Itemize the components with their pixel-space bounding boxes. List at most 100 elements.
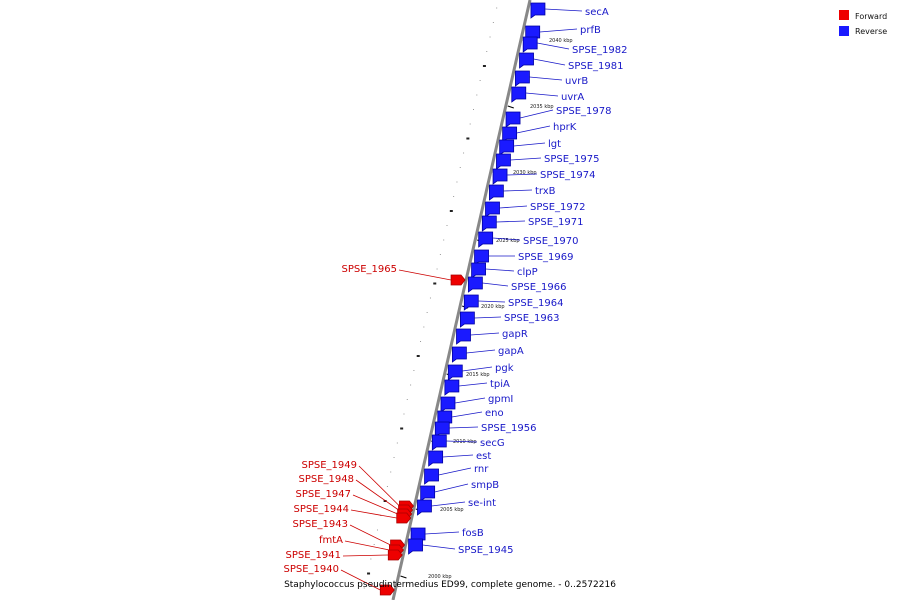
gene-tpia-feature (444, 379, 460, 396)
gene-spse-1965-feature (450, 274, 466, 286)
gene-spse-1969-feature (474, 249, 489, 266)
gene-spse-1982-feature (522, 36, 538, 53)
gene-prfb-leader (539, 28, 578, 33)
gene-spse-1965-leader (398, 269, 452, 281)
kbp-tick-label: 2030 kbp (513, 170, 537, 176)
gene-spse-1970-feature (478, 231, 494, 248)
gene-spse-1949-label: SPSE_1949 (302, 460, 358, 471)
gene-uvra-leader (525, 92, 559, 97)
gene-seca-leader (544, 8, 583, 12)
gene-spse-1971-feature (481, 215, 497, 232)
kbp-tick-label: 2005 kbp (440, 507, 464, 513)
gene-gapr-feature (456, 328, 471, 345)
gene-lgt-feature (499, 139, 515, 156)
gene-tpia-label: tpiA (490, 379, 510, 390)
genome-axis (391, 0, 532, 600)
gene-spse-1982-label: SPSE_1982 (572, 45, 628, 56)
gene-spse-1963-feature (459, 311, 475, 328)
gene-spse-1974-feature (492, 168, 508, 185)
gene-spse-1943-leader (349, 524, 391, 546)
gene-features (379, 2, 546, 596)
gene-spse-1966-label: SPSE_1966 (511, 282, 567, 293)
gene-spse-1970-leader (492, 237, 521, 241)
gene-spse-1956-feature (434, 421, 450, 438)
gene-spse-1943-label: SPSE_1943 (293, 519, 349, 530)
gene-rnr-leader (438, 467, 472, 476)
gene-est-feature (428, 450, 444, 467)
gene-rnr-label: rnr (474, 464, 489, 475)
gene-spse-1981-label: SPSE_1981 (568, 61, 624, 72)
gene-spse-1982-leader (537, 42, 570, 50)
gene-se-int-leader (431, 501, 466, 507)
gene-eno-label: eno (485, 408, 504, 419)
gene-se-int-feature (417, 499, 432, 516)
gene-spse-1945-leader (422, 544, 456, 550)
gene-spse-1945-label: SPSE_1945 (458, 545, 514, 556)
gene-uvrb-feature (515, 70, 530, 87)
gene-rnr-feature (424, 468, 439, 485)
gene-est-label: est (476, 451, 491, 462)
kbp-tick-label: 2000 kbp (428, 574, 452, 580)
gene-spse-1978-label: SPSE_1978 (556, 106, 612, 117)
gene-spse-1964-label: SPSE_1964 (508, 298, 564, 309)
gene-gapr-leader (470, 332, 500, 336)
legend-forward-swatch (839, 10, 849, 20)
gene-spse-1947-label: SPSE_1947 (296, 489, 352, 500)
gene-est-leader (442, 454, 474, 458)
gene-spse-1972-label: SPSE_1972 (530, 202, 586, 213)
gene-uvrb-label: uvrB (565, 76, 588, 87)
gene-se-int-label: se-int (468, 498, 496, 509)
gene-smpb-label: smpB (471, 480, 499, 491)
gene-spse-1941-feature (387, 549, 403, 561)
gene-hprk-feature (502, 126, 518, 143)
gene-spse-1964-feature (463, 294, 479, 311)
scale-dots (363, 7, 498, 589)
gene-spse-1970-label: SPSE_1970 (523, 236, 579, 247)
gene-gpmi-leader (454, 397, 486, 404)
gene-spse-1941-label: SPSE_1941 (286, 550, 342, 561)
gene-gapa-label: gapA (498, 346, 524, 357)
gene-prfb-label: prfB (580, 25, 601, 36)
gene-tpia-leader (458, 382, 488, 387)
gene-spse-1963-leader (474, 316, 502, 319)
gene-uvra-label: uvrA (561, 92, 584, 103)
gene-secg-label: secG (480, 438, 505, 449)
gene-trxb-feature (488, 184, 504, 201)
gene-spse-1940-feature (379, 584, 395, 596)
gene-trxb-leader (503, 189, 533, 192)
gene-secg-feature (431, 434, 447, 451)
gene-spse-1949-leader (358, 465, 400, 507)
gene-fosb-label: fosB (462, 528, 484, 539)
gene-eno-leader (451, 411, 483, 418)
gene-lgt-label: lgt (548, 139, 561, 150)
kbp-tick-label: 2015 kbp (466, 372, 490, 378)
gene-trxb-label: trxB (535, 186, 556, 197)
gene-spse-1966-feature (467, 276, 483, 293)
gene-spse-1941-leader (342, 554, 389, 557)
gene-spse-1948-label: SPSE_1948 (299, 474, 355, 485)
gene-spse-1947-leader (352, 494, 398, 515)
legend-reverse-swatch (839, 26, 849, 36)
gene-smpb-feature (420, 485, 436, 502)
legend: Forward Reverse (839, 10, 887, 36)
gene-spse-1972-feature (485, 201, 500, 218)
gene-spse-1975-feature (496, 153, 511, 170)
gene-spse-1940-label: SPSE_1940 (284, 564, 340, 575)
gene-lgt-leader (513, 142, 546, 147)
gene-gapa-feature (451, 346, 467, 363)
gene-spse-1974-label: SPSE_1974 (540, 170, 596, 181)
gene-spse-1945-feature (408, 538, 423, 555)
kbp-tick-label: 2020 kbp (481, 304, 505, 310)
gene-spse-1981-leader (533, 58, 566, 66)
gene-clpp-label: clpP (517, 267, 538, 278)
gene-fosb-leader (425, 531, 460, 535)
gene-spse-1971-label: SPSE_1971 (528, 217, 584, 228)
gene-pgk-label: pgk (495, 363, 514, 374)
gene-spse-1978-feature (505, 111, 521, 128)
kbp-tick-label: 2040 kbp (549, 38, 573, 44)
legend-forward-label: Forward (855, 12, 887, 21)
gene-uvra-feature (511, 86, 527, 103)
gene-uvrb-leader (529, 76, 563, 81)
gene-spse-1964-leader (478, 300, 506, 303)
